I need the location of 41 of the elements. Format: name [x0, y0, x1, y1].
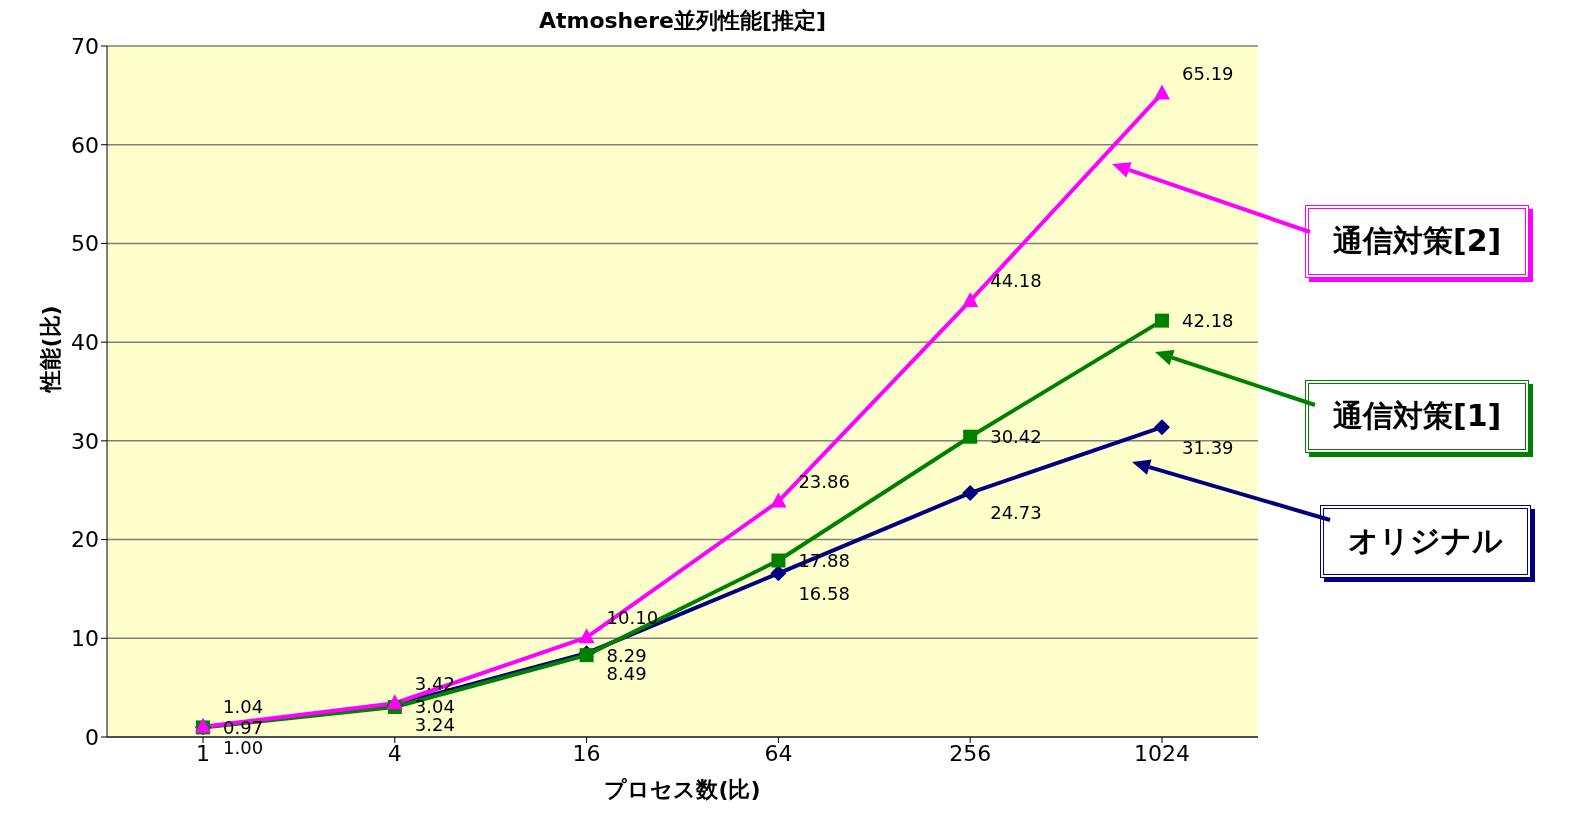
- data-label: 42.18: [1182, 310, 1234, 332]
- point: [962, 291, 979, 307]
- y-tick-label: 30: [71, 428, 99, 454]
- x-tick-label: 1: [196, 740, 210, 766]
- y-tick-label: 60: [71, 132, 99, 158]
- data-label: 31.39: [1182, 436, 1234, 458]
- x-tick-label: 1024: [1134, 740, 1190, 766]
- y-axis-title: 性能(比): [37, 305, 63, 394]
- data-label: 24.73: [990, 502, 1042, 524]
- y-tick-label: 20: [71, 527, 99, 553]
- point: [962, 484, 979, 501]
- y-tick-label: 10: [71, 626, 99, 652]
- x-tick-label: 16: [572, 740, 601, 766]
- x-tick-label: 256: [949, 740, 992, 766]
- text: 通信対策[1]: [1305, 380, 1530, 453]
- data-label: 23.86: [798, 470, 850, 492]
- data-label: 16.58: [798, 582, 850, 604]
- data-label: 1.00: [223, 736, 264, 758]
- x-tick-label: 64: [764, 740, 793, 766]
- point: [963, 429, 978, 444]
- point: [1154, 84, 1170, 100]
- y-tick-label: 50: [71, 231, 99, 257]
- text: オリジナル: [1320, 505, 1531, 578]
- x-axis-title: プロセス数(比): [604, 777, 761, 802]
- point: [770, 492, 787, 508]
- y-tick-label: 70: [71, 33, 99, 59]
- data-label: 3.42: [414, 672, 455, 694]
- data-label: 30.42: [990, 426, 1042, 448]
- text: 通信対策[2]: [1305, 205, 1530, 278]
- data-label: 65.19: [1182, 62, 1234, 84]
- point: [771, 553, 786, 568]
- point: [1155, 313, 1169, 328]
- y-tick-label: 0: [85, 724, 99, 750]
- chart-title: Atmoshere並列性能[推定]: [537, 7, 828, 35]
- data-label: 1.04: [223, 696, 264, 718]
- point: [770, 565, 787, 582]
- point: [1154, 419, 1170, 436]
- y-tick-label: 40: [71, 329, 99, 355]
- data-label: 44.18: [990, 270, 1042, 292]
- point: [578, 628, 595, 644]
- x-tick-label: 4: [387, 740, 402, 766]
